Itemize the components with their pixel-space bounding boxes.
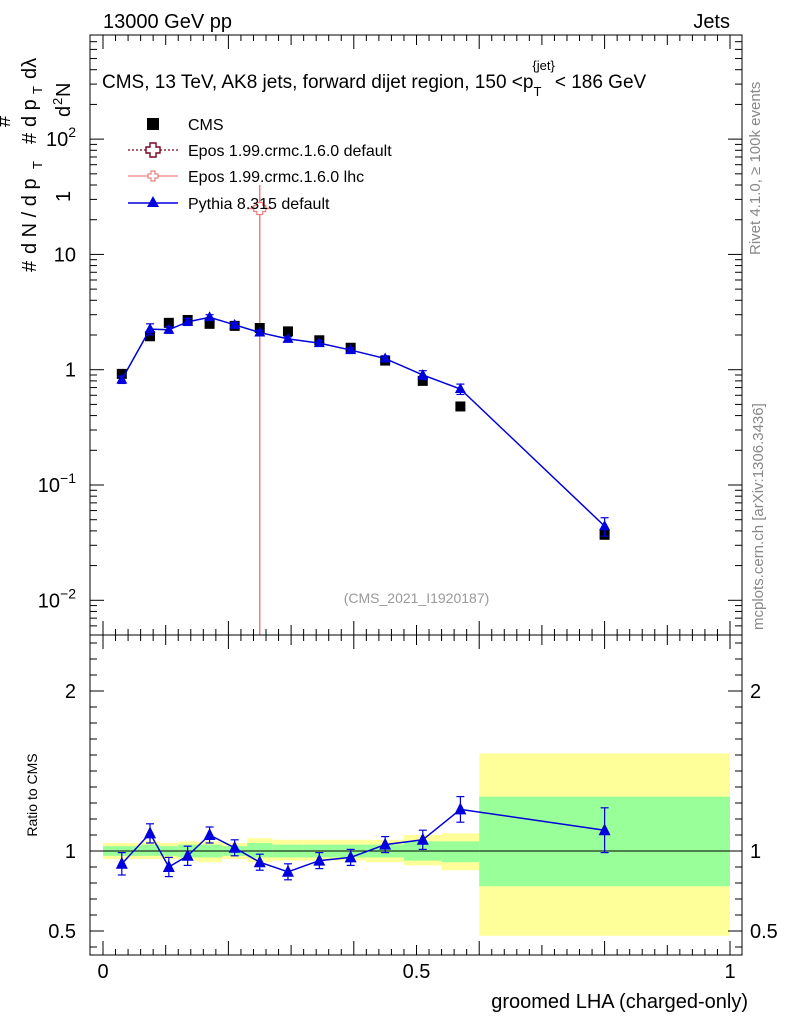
cms-point: [417, 375, 428, 386]
pythia-marker: [229, 318, 241, 329]
svg-text:dλ: dλ: [19, 58, 41, 79]
plot-title-sub: T: [533, 84, 541, 99]
y-tick-label: 10−1: [38, 470, 76, 497]
svg-text:d: d: [53, 106, 75, 117]
y-tick-base: 1: [65, 360, 76, 382]
svg-text:#: #: [19, 260, 41, 272]
ratio-pythia-marker: [203, 828, 216, 840]
ratio-pythia-marker: [253, 855, 266, 868]
plot-title: CMS, 13 TeV, AK8 jets, forward dijet reg…: [102, 58, 647, 99]
pythia-marker: [163, 323, 175, 334]
ratio-y-tick-label-left: 0.5: [48, 921, 76, 943]
legend-epos-default-marker: [145, 142, 161, 158]
pythia-marker: [182, 315, 194, 326]
x-tick-label: 0.5: [403, 961, 431, 983]
watermark-label: (CMS_2021_I1920187): [344, 590, 490, 606]
y-tick-base: 10: [38, 590, 60, 612]
ratio-pythia-marker: [598, 823, 611, 836]
y-tick-label: 1: [65, 360, 76, 382]
ratio-pythia-marker: [416, 832, 429, 845]
cms-point: [163, 317, 174, 328]
pythia-marker: [282, 332, 294, 343]
category-label: Jets: [693, 11, 730, 33]
y-tick-base: 10: [38, 475, 60, 497]
svg-text:d p: d p: [19, 99, 41, 127]
y-tick-exponent: 2: [68, 124, 76, 140]
cms-point: [455, 401, 466, 412]
epos-lhc-marker: [253, 201, 267, 216]
ratio-y-tick-label-left: 1: [65, 841, 76, 863]
ratio-y-tick-label-left: 2: [65, 681, 76, 703]
plot-title-end: < 186 GeV: [555, 72, 647, 93]
ratio-y-tick-label-right: 1: [750, 841, 761, 863]
pythia-marker: [345, 344, 357, 355]
mcplots-label: mcplots.cern.ch [arXiv:1306.3436]: [750, 403, 767, 630]
cms-point: [145, 331, 156, 342]
svg-text:1: 1: [53, 191, 75, 202]
pythia-marker: [204, 311, 216, 322]
rivet-label: Rivet 4.1.0, ≥ 100k events: [747, 82, 764, 255]
legend-epos-lhc-marker: [147, 170, 159, 182]
svg-text:T: T: [30, 161, 45, 169]
legend-label: Pythia 8.315 default: [188, 196, 330, 213]
pythia-marker: [144, 323, 156, 334]
svg-text:#: #: [19, 132, 41, 144]
ratio-pythia-marker: [228, 840, 241, 853]
svg-text:T: T: [30, 86, 45, 94]
legend-label: Epos 1.99.crmc.1.6.0 lhc: [188, 169, 364, 186]
x-tick-label: 0: [97, 961, 108, 983]
pythia-marker: [417, 368, 429, 379]
plot-title-main: CMS, 13 TeV, AK8 jets, forward dijet reg…: [102, 72, 533, 93]
ratio-pythia-marker: [144, 826, 157, 839]
ratio-green-band: [441, 841, 480, 863]
ratio-green-band: [140, 844, 160, 856]
ratio-pythia-marker: [344, 850, 357, 863]
pythia-marker: [599, 520, 611, 531]
x-tick-label: 1: [724, 961, 735, 983]
y-tick-base: 10: [54, 244, 76, 266]
y-tick-exponent: −1: [60, 470, 76, 486]
ratio-y-axis-title: Ratio to CMS: [24, 753, 40, 836]
pythia-marker: [116, 373, 128, 384]
pythia-line: [121, 316, 606, 527]
pythia-marker: [254, 326, 266, 337]
svg-text:N: N: [53, 83, 75, 97]
legend-label: CMS: [188, 117, 224, 134]
y-tick-exponent: −2: [60, 585, 76, 601]
pythia-marker: [313, 337, 325, 348]
ratio-y-tick-label-right: 0.5: [750, 921, 778, 943]
x-axis-title: groomed LHA (charged-only): [491, 991, 748, 1013]
y-tick-base: 10: [46, 129, 68, 151]
plot-title-sup: {jet}: [532, 58, 555, 73]
ratio-y-tick-label-right: 2: [750, 681, 761, 703]
ratio-pythia-marker: [115, 856, 128, 869]
cms-point: [204, 318, 215, 329]
ratio-pythia-marker: [379, 837, 392, 850]
ratio-pythia-marker: [281, 864, 294, 877]
ratio-pythia-marker: [162, 860, 175, 872]
pythia-marker: [454, 383, 466, 394]
legend-cms-marker: [147, 118, 159, 130]
cms-point: [282, 326, 293, 337]
svg-text:d N / d p: d N / d p: [19, 178, 41, 254]
y-tick-label: 10−2: [38, 585, 76, 612]
pythia-marker: [379, 352, 391, 363]
main-plot: 10−210−1110102(CMS_2021_I1920187)CMSEpos…: [38, 34, 743, 636]
legend-pythia-marker: [147, 196, 159, 207]
ratio-pythia-line: [121, 808, 605, 873]
ratio-pythia-marker: [454, 802, 467, 815]
svg-text:2: 2: [50, 98, 65, 105]
y-axis-title-main: # d N / d p T 1 # d p T dλ # d 2 N: [0, 58, 75, 272]
ratio-green-band: [247, 843, 273, 858]
ratio-pythia-marker: [181, 848, 194, 861]
ratio-pythia-marker: [313, 853, 326, 866]
svg-text:#: #: [0, 115, 15, 127]
y-tick-label: 102: [46, 124, 76, 151]
y-tick-label: 10: [54, 244, 76, 266]
legend-label: Epos 1.99.crmc.1.6.0 default: [188, 143, 392, 160]
ratio-plot: 0.5 0.5 1 1 2 2 0 0.5 1 groomed LHA (charged-only…: [24, 634, 778, 1013]
energy-label: 13000 GeV pp: [103, 11, 232, 33]
